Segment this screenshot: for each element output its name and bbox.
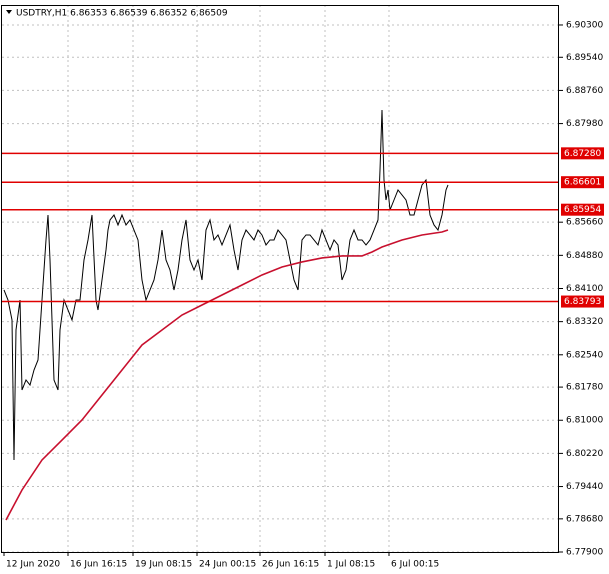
moving-average — [5, 229, 449, 521]
y-tick-label: 6.81780 — [566, 383, 603, 393]
y-tick-label: 6.79440 — [566, 482, 603, 492]
price-line — [3, 109, 449, 460]
menu-arrow[interactable] — [6, 10, 12, 14]
y-tick-label: 6.80220 — [566, 449, 603, 459]
y-tick-label: 6.77900 — [566, 548, 603, 558]
y-tick-label: 6.89540 — [566, 53, 603, 63]
x-tick-label: 24 Jun 00:15 — [199, 560, 256, 570]
x-tick-label: 12 Jun 2020 — [6, 560, 60, 570]
plot-frame — [1, 5, 559, 553]
x-tick-label: 26 Jun 16:15 — [262, 560, 319, 570]
level-label-box — [561, 176, 604, 189]
y-tick-label: 6.85660 — [566, 218, 603, 228]
y-tick-label: 6.87980 — [566, 119, 603, 129]
x-tick-label: 19 Jun 08:15 — [135, 560, 192, 570]
y-tick-label: 6.81000 — [566, 416, 603, 426]
grid — [2, 5, 559, 553]
y-tick-label: 6.90300 — [566, 20, 603, 30]
level-label: 6.83793 — [564, 297, 601, 307]
level-label-box — [561, 295, 604, 308]
level-label-box — [561, 147, 604, 160]
x-tick-label: 6 Jul 00:15 — [391, 560, 439, 570]
marks — [2, 109, 559, 521]
x-tick-label: 1 Jul 08:15 — [327, 560, 375, 570]
level-label: 6.87280 — [564, 149, 601, 159]
x-tick-label: 16 Jun 16:15 — [70, 560, 127, 570]
axes: 6.90300 6.89540 6.88760 6.87980 6.85660 6.848… — [3, 20, 604, 570]
y-tick-label: 6.88760 — [566, 86, 603, 96]
level-label: 6.85954 — [564, 205, 601, 215]
y-tick-label: 6.83320 — [566, 317, 603, 327]
y-tick-label: 6.84100 — [566, 284, 603, 294]
y-tick-label: 6.84880 — [566, 251, 603, 261]
chart-title: USDTRY,H1 6.86353 6.86539 6.86352 6.8650… — [16, 9, 228, 19]
y-tick-label: 6.82540 — [566, 350, 603, 360]
level-label-box — [561, 203, 604, 216]
y-tick-label: 6.78680 — [566, 514, 603, 524]
level-label: 6.86601 — [564, 178, 601, 188]
